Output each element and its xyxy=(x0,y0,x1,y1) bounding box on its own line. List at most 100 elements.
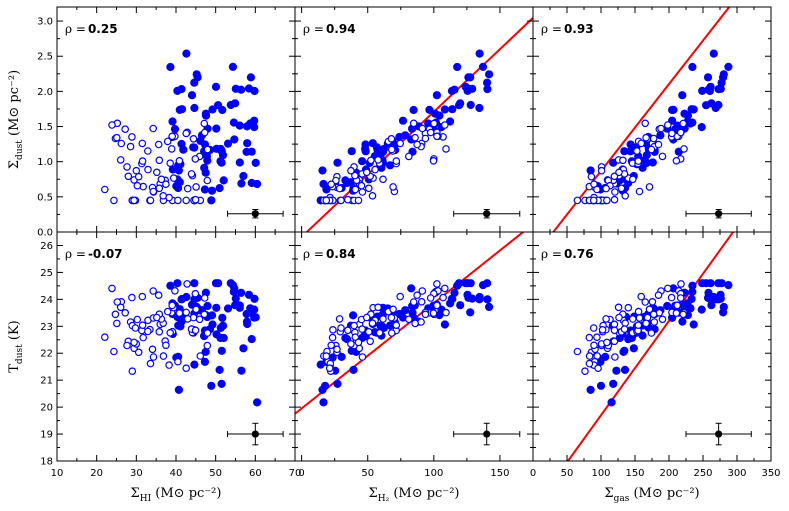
data-point-open xyxy=(157,175,166,184)
data-point-open xyxy=(634,307,643,316)
data-point-open xyxy=(117,139,126,148)
data-point-open xyxy=(610,195,619,204)
data-point-filled xyxy=(235,121,244,130)
data-point-open xyxy=(191,326,200,335)
data-point-filled xyxy=(629,344,638,353)
data-point-open xyxy=(159,352,168,360)
data-point-open xyxy=(396,139,405,148)
data-point-open xyxy=(387,135,396,143)
data-point-open xyxy=(411,133,419,142)
data-point-filled xyxy=(337,352,346,361)
data-point-open xyxy=(585,333,594,342)
data-point-filled xyxy=(231,301,240,310)
data-point-open xyxy=(657,124,665,133)
y-tick-label: 21 xyxy=(40,376,53,387)
data-point-filled xyxy=(714,295,723,304)
data-point-open xyxy=(587,172,596,181)
data-point-filled xyxy=(697,123,706,132)
data-point-open xyxy=(200,310,209,319)
data-point-filled xyxy=(177,85,186,94)
data-point-open xyxy=(168,132,177,141)
data-point-open xyxy=(421,134,430,143)
data-point-open xyxy=(182,364,191,373)
data-point-open xyxy=(174,196,182,205)
data-point-open xyxy=(130,196,138,205)
data-point-filled xyxy=(461,279,470,288)
data-point-open xyxy=(648,297,657,306)
data-point-filled xyxy=(456,301,465,310)
data-point-open xyxy=(374,156,382,164)
data-point-filled xyxy=(247,308,256,317)
data-point-open xyxy=(598,325,607,334)
data-point-open xyxy=(421,310,430,319)
data-point-filled xyxy=(247,147,256,156)
correlation-label: ρ = 0.94 xyxy=(303,22,356,36)
data-point-open xyxy=(429,157,438,165)
data-point-open xyxy=(634,157,643,165)
data-point-filled xyxy=(203,156,212,165)
data-point-filled xyxy=(704,85,713,94)
data-point-filled xyxy=(341,333,350,343)
correlation-label: ρ = 0.84 xyxy=(303,247,356,261)
data-point-filled xyxy=(217,346,226,355)
data-point-open xyxy=(645,183,654,191)
data-point-filled xyxy=(361,140,370,149)
data-point-open xyxy=(149,287,158,295)
data-point-open xyxy=(191,195,200,204)
data-point-open xyxy=(442,145,450,153)
panel-sigma_dust-vs-h2: ρ = 0.94 xyxy=(294,6,534,233)
data-point-open xyxy=(637,292,646,301)
data-point-open xyxy=(617,184,626,193)
data-point-open xyxy=(619,156,627,165)
data-point-open xyxy=(163,137,172,146)
data-point-open xyxy=(322,352,331,360)
data-point-filled xyxy=(207,381,216,390)
data-point-open xyxy=(650,318,659,326)
data-point-open xyxy=(379,315,387,323)
data-point-open xyxy=(133,315,142,324)
data-point-filled xyxy=(409,105,418,115)
x-tick-label: 300 xyxy=(727,468,746,479)
data-point-open xyxy=(131,324,140,332)
data-point-open xyxy=(192,305,200,314)
data-point-open xyxy=(183,280,191,288)
data-point-open xyxy=(101,333,109,342)
data-point-filled xyxy=(376,321,385,330)
data-point-open xyxy=(350,321,358,330)
data-point-open xyxy=(624,303,633,312)
data-point-filled xyxy=(173,279,182,288)
y-tick-label: 26 xyxy=(40,241,53,252)
data-point-open xyxy=(677,280,685,288)
data-point-filled xyxy=(215,184,224,193)
correlation-label: ρ = 0.76 xyxy=(541,247,594,261)
data-point-open xyxy=(200,119,209,128)
data-point-open xyxy=(354,338,363,347)
data-point-filled xyxy=(226,279,235,288)
data-point-open xyxy=(123,163,131,171)
data-point-open xyxy=(187,170,196,178)
data-point-filled xyxy=(237,366,246,375)
data-point-filled xyxy=(235,158,244,167)
data-point-open xyxy=(155,156,164,165)
data-point-open xyxy=(144,165,152,174)
data-point-open xyxy=(362,313,371,322)
data-point-open xyxy=(371,165,379,174)
data-point-filled xyxy=(620,147,629,156)
data-point-filled xyxy=(319,398,328,407)
data-point-filled xyxy=(168,117,177,126)
data-point-filled xyxy=(596,381,606,390)
data-point-filled xyxy=(612,366,621,375)
y-tick-label: 1.0 xyxy=(37,157,53,168)
x-tick-label: 20 xyxy=(90,468,103,479)
x-tick-label: 10 xyxy=(51,468,64,479)
data-point-filled xyxy=(179,145,188,154)
data-point-filled xyxy=(212,124,221,133)
data-point-open xyxy=(362,168,371,177)
data-point-open xyxy=(182,196,191,205)
data-point-open xyxy=(162,180,170,189)
data-point-filled xyxy=(216,333,225,343)
data-point-open xyxy=(148,345,157,354)
panel-sigma_dust-vs-hi: ρ = 0.25 0.0 0.5 1.0 1.5 2.0 2.5 3.0 xyxy=(37,6,296,239)
error-bar xyxy=(227,422,284,446)
data-point-filled xyxy=(440,320,449,329)
